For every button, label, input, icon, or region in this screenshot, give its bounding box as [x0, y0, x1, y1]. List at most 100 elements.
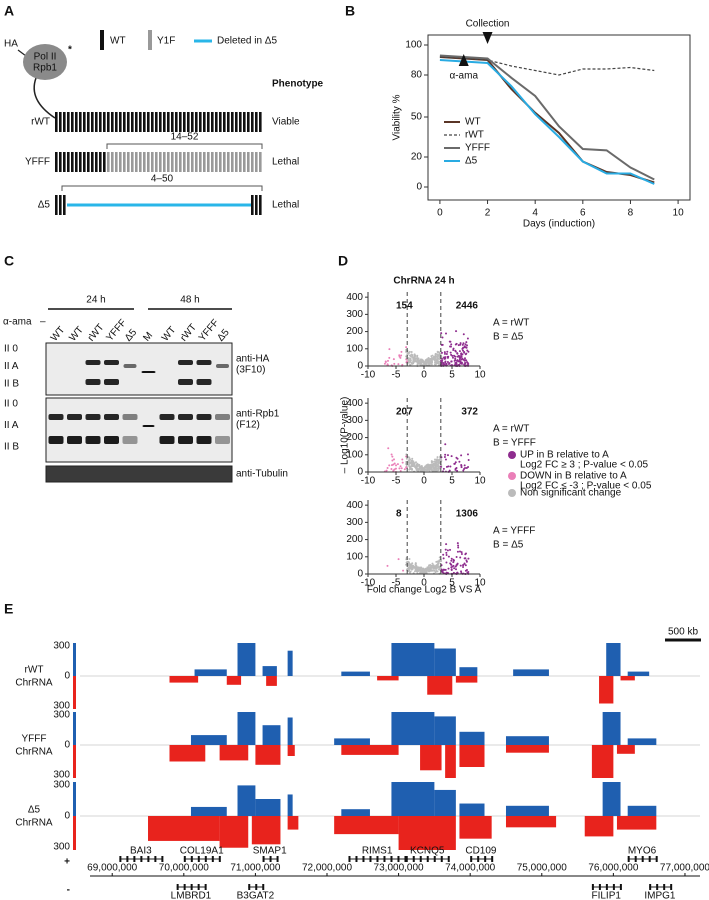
- x-tick-label: 0: [421, 370, 427, 381]
- row-label: Δ5: [38, 200, 51, 211]
- coverage: [219, 816, 249, 848]
- down-count: 207: [396, 407, 413, 418]
- series-line: [439, 56, 655, 76]
- repeat: [203, 112, 206, 132]
- point-cloud: [460, 355, 463, 358]
- point-cloud: [437, 568, 440, 571]
- point-cloud: [431, 562, 434, 565]
- y-tick-label: 100: [346, 343, 363, 354]
- point-cloud: [435, 565, 438, 568]
- coverage: [169, 745, 206, 762]
- exon: [605, 884, 608, 890]
- point-cloud: [408, 468, 411, 471]
- legend-label: Non significant change: [520, 488, 622, 499]
- coverage: [334, 816, 399, 835]
- gene-label: LMBRD1: [171, 891, 212, 900]
- point-cloud: [410, 460, 413, 463]
- point-cloud: [427, 466, 430, 469]
- repeat: [195, 152, 198, 172]
- exon: [362, 856, 365, 862]
- x-tick-label: 77,000,000: [660, 863, 709, 874]
- comparison: B = Δ5: [493, 332, 524, 343]
- coverage: [459, 731, 485, 745]
- gene-label: MYO6: [628, 846, 657, 857]
- point-cloud: [419, 570, 422, 573]
- y-tick-label: 0: [357, 467, 363, 478]
- antibody-label: anti-Rpb1: [236, 409, 280, 420]
- point-cloud: [383, 362, 386, 365]
- point-cloud: [416, 361, 419, 364]
- point-cloud: [445, 332, 448, 335]
- exon: [656, 884, 659, 890]
- y-tick-label: 0: [357, 361, 363, 372]
- y-tick-label: 300: [346, 415, 363, 426]
- point-cloud: [398, 355, 401, 358]
- repeat: [207, 152, 210, 172]
- scale-label: 300: [53, 842, 70, 853]
- band: [196, 360, 212, 365]
- y-tick-label: 0: [416, 182, 422, 193]
- range-label: 4–50: [151, 174, 174, 185]
- exon: [649, 884, 652, 890]
- coverage: [616, 816, 657, 830]
- point-cloud: [462, 342, 465, 345]
- point-cloud: [429, 468, 432, 471]
- point-cloud: [417, 569, 420, 572]
- point-cloud: [459, 564, 462, 567]
- exon: [477, 856, 480, 862]
- lane-label: WT: [160, 325, 178, 344]
- coverage: [459, 816, 492, 839]
- track-label: YFFF: [22, 734, 47, 745]
- coverage: [620, 676, 635, 681]
- x-tick-label: -5: [392, 476, 401, 487]
- y-tick-label: 300: [346, 517, 363, 528]
- point-cloud: [438, 556, 441, 559]
- legend-swatch: [508, 451, 516, 459]
- coverage: [334, 738, 370, 745]
- mark: *: [68, 45, 72, 56]
- exon: [619, 884, 622, 890]
- up-count: 2446: [456, 301, 479, 312]
- point-cloud: [417, 469, 420, 472]
- repeat: [91, 152, 94, 172]
- point-cloud: [388, 464, 391, 467]
- point-cloud: [456, 550, 459, 553]
- phenotype: Lethal: [272, 157, 299, 168]
- point-cloud: [450, 568, 453, 571]
- point-cloud: [439, 465, 442, 468]
- point-cloud: [399, 469, 402, 472]
- point-cloud: [461, 349, 464, 352]
- repeat: [119, 112, 122, 132]
- point-cloud: [418, 361, 421, 364]
- point-cloud: [413, 566, 416, 569]
- legend-label: YFFF: [465, 143, 490, 154]
- repeat: [107, 152, 110, 172]
- repeat: [183, 112, 186, 132]
- repeat: [99, 112, 102, 132]
- point-cloud: [444, 443, 447, 446]
- point-cloud: [460, 553, 463, 556]
- point-cloud: [411, 462, 414, 465]
- antibody-label: anti-Tubulin: [236, 469, 288, 480]
- repeat: [259, 112, 262, 132]
- point-cloud: [467, 557, 470, 560]
- repeat: [67, 152, 70, 172]
- point-cloud: [466, 337, 469, 340]
- coverage: [606, 643, 621, 676]
- coverage: [287, 745, 295, 756]
- repeat: [259, 195, 262, 215]
- point-cloud: [456, 457, 459, 460]
- exon: [126, 856, 129, 862]
- exon: [470, 856, 473, 862]
- repeat: [95, 112, 98, 132]
- treatment-label: α-ama: [3, 317, 32, 328]
- point-cloud: [446, 549, 449, 552]
- exon: [383, 856, 386, 862]
- point-cloud: [422, 570, 425, 573]
- point-cloud: [415, 463, 418, 466]
- repeat: [91, 112, 94, 132]
- repeat: [75, 112, 78, 132]
- panel-label: B: [345, 3, 355, 19]
- repeat: [239, 152, 242, 172]
- x-tick-label: 6: [580, 208, 586, 219]
